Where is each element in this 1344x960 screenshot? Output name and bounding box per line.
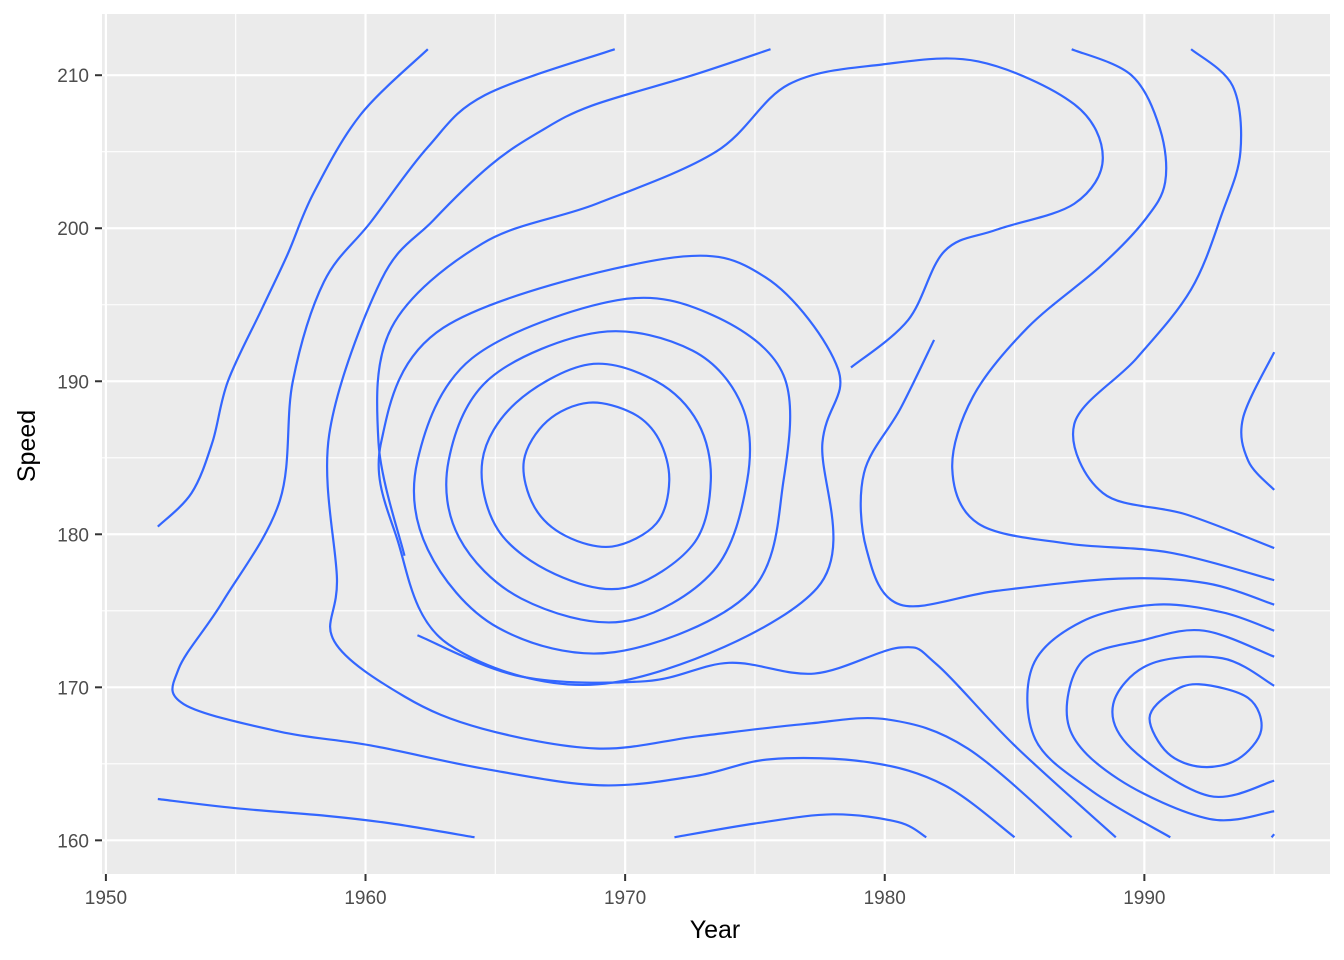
contour-lines xyxy=(157,48,1276,839)
axes: 1950 1960 1970 1980 1990 160 170 180 190 200 210 xyxy=(57,66,1165,909)
contour-line xyxy=(859,339,1275,608)
contour-line xyxy=(1026,603,1275,839)
contour-line xyxy=(171,48,1016,839)
contour-line xyxy=(480,362,712,591)
x-tick-label: 1950 xyxy=(85,888,127,909)
x-tick-label: 1990 xyxy=(1123,888,1165,909)
contour-line xyxy=(157,797,475,839)
contour-line xyxy=(1270,833,1276,838)
contour-line xyxy=(1240,351,1276,491)
contour-line xyxy=(326,48,1073,839)
y-tick-label: 180 xyxy=(57,525,89,546)
contour-line xyxy=(951,48,1275,582)
contour-line xyxy=(522,401,671,549)
x-tick-label: 1980 xyxy=(864,888,906,909)
contour-line xyxy=(417,634,1117,839)
y-tick-label: 170 xyxy=(57,678,89,699)
y-tick-label: 200 xyxy=(57,219,89,240)
contour-line xyxy=(375,57,1104,556)
x-axis-title: Year xyxy=(690,916,741,944)
contour-line xyxy=(445,330,752,624)
contour-line xyxy=(412,296,792,655)
x-tick-label: 1970 xyxy=(604,888,646,909)
y-tick-label: 210 xyxy=(57,66,89,87)
y-axis-title: Speed xyxy=(13,410,41,482)
plot-panel xyxy=(102,14,1330,874)
contour-line xyxy=(1065,628,1275,822)
contour-line xyxy=(1111,655,1275,799)
y-tick-label: 160 xyxy=(57,831,89,852)
panel-background xyxy=(102,14,1330,874)
contour-line xyxy=(1148,683,1263,769)
contour-line xyxy=(377,254,842,686)
contour-line xyxy=(1072,48,1275,550)
y-tick-label: 190 xyxy=(57,372,89,393)
x-tick-label: 1960 xyxy=(344,888,386,909)
contour-line xyxy=(157,48,429,528)
contour-line xyxy=(674,813,927,839)
